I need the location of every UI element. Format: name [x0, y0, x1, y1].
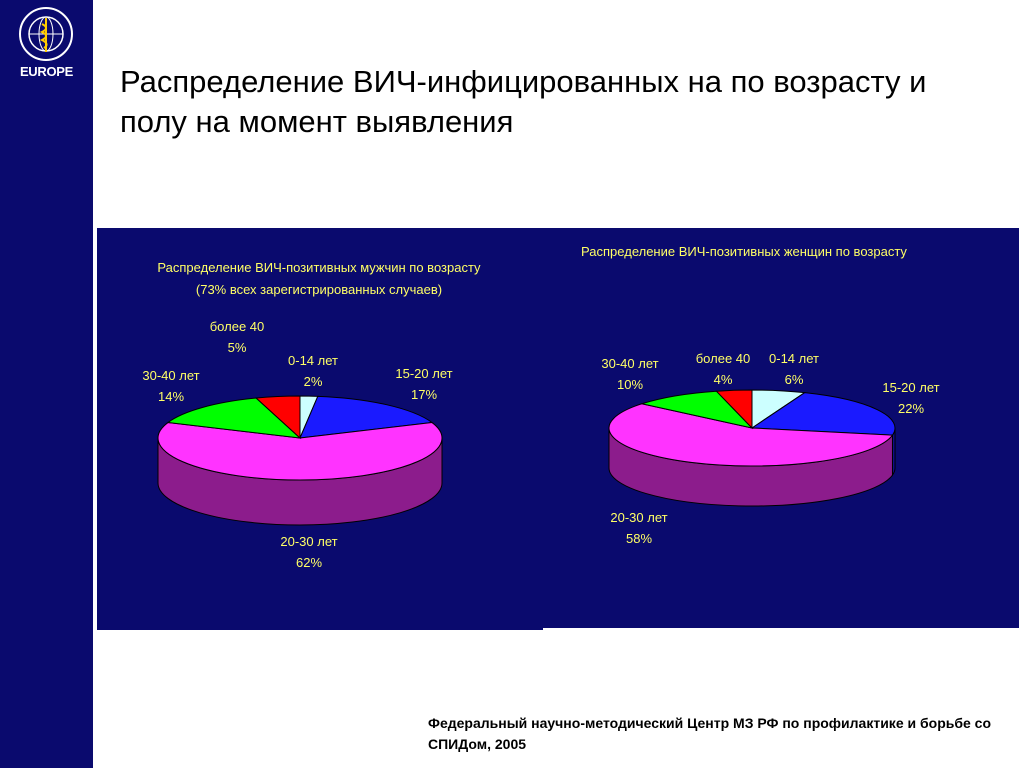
slice-value-label: 22%: [898, 401, 924, 416]
chart-subtitle: (73% всех зарегистрированных случаев): [196, 282, 442, 297]
slice-category-label: 30-40 лет: [142, 368, 199, 383]
logo-text: EUROPE: [19, 64, 74, 79]
men-pie-chart: Распределение ВИЧ-позитивных мужчин по в…: [142, 260, 481, 570]
slice-value-label: 2%: [304, 374, 323, 389]
women-pie-chart: Распределение ВИЧ-позитивных женщин по в…: [581, 244, 940, 546]
slice-value-label: 4%: [714, 372, 733, 387]
pie-slice-women-3: [639, 390, 754, 429]
slice-category-label: 15-20 лет: [882, 380, 939, 395]
slice-category-label: 0-14 лет: [769, 351, 819, 366]
pie-slice-women-4: [715, 389, 753, 430]
women-chart-panel: Распределение ВИЧ-позитивных женщин по в…: [541, 228, 1019, 628]
chart-title: Распределение ВИЧ-позитивных женщин по в…: [581, 244, 907, 259]
slice-value-label: 58%: [626, 531, 652, 546]
slice-value-label: 17%: [411, 387, 437, 402]
pie-slice-men-1: [299, 395, 434, 439]
slice-category-label: 15-20 лет: [395, 366, 452, 381]
slide-title: Распределение ВИЧ-инфицированных на по в…: [120, 64, 927, 139]
slice-category-label: 20-30 лет: [280, 534, 337, 549]
pie-slice-women-2: [608, 403, 894, 467]
pie-slice-women-1: [750, 392, 896, 436]
slice-category-label: 20-30 лет: [610, 510, 667, 525]
footer-source: Федеральный научно-методический Центр МЗ…: [428, 715, 992, 752]
pie-slice-men-4: [254, 395, 301, 440]
chart-title: Распределение ВИЧ-позитивных мужчин по в…: [157, 260, 481, 275]
slice-value-label: 14%: [158, 389, 184, 404]
slice-category-label: 0-14 лет: [288, 353, 338, 368]
slice-value-label: 62%: [296, 555, 322, 570]
pie-tops: [157, 395, 443, 481]
slice-category-label: 30-40 лет: [601, 356, 658, 371]
sidebar: EUROPE: [0, 0, 93, 768]
men-chart-panel: Распределение ВИЧ-позитивных мужчин по в…: [97, 228, 543, 630]
slice-value-label: 6%: [785, 372, 804, 387]
slice-value-label: 5%: [228, 340, 247, 355]
pie-tops: [608, 389, 896, 467]
slice-value-label: 10%: [617, 377, 643, 392]
pie-slice-men-2: [157, 422, 443, 481]
who-emblem-icon: [19, 7, 73, 61]
slice-category-label: более 40: [696, 351, 751, 366]
slice-category-label: более 40: [210, 319, 265, 334]
